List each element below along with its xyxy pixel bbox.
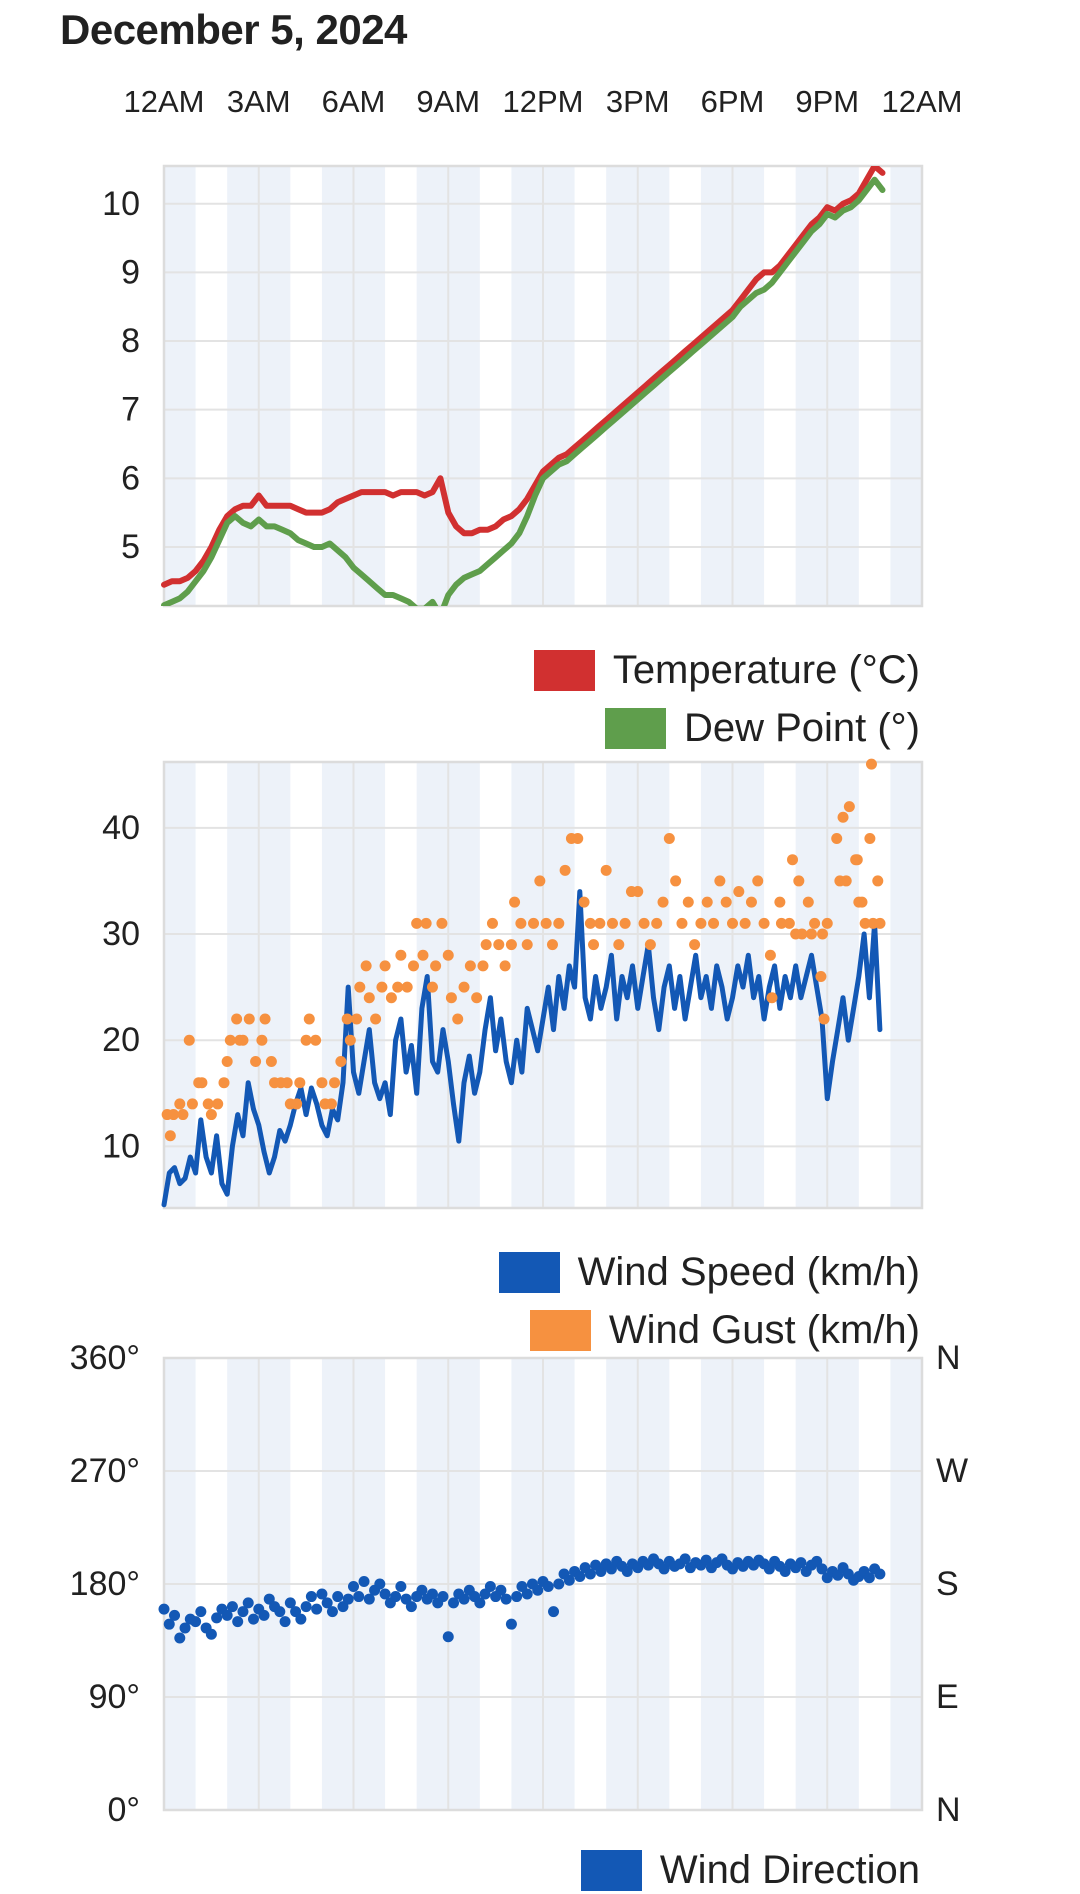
y-axis-tick-label: 30 (102, 915, 140, 953)
wind-direction-legend-label: Wind Direction (659, 1847, 920, 1892)
y-axis-tick-label: 40 (102, 809, 140, 847)
dew-point-swatch-icon (604, 707, 666, 749)
x-axis-tick-label: 9AM (416, 84, 480, 119)
temperature-c-line (161, 166, 886, 588)
x-axis-tick-label: 3AM (227, 84, 291, 119)
y-axis-tick-label: 8 (121, 322, 140, 360)
wind-speed-legend-label: Wind Speed (km/h) (577, 1249, 920, 1294)
y-axis-tick-label: 20 (102, 1021, 140, 1059)
y-axis-tick-label: 7 (121, 391, 140, 429)
dew-point-legend-label: Dew Point (°) (683, 705, 920, 750)
y-axis-tick-label: 180° (70, 1565, 140, 1603)
compass-tick-label: E (936, 1678, 959, 1716)
wind-gust-legend-label: Wind Gust (km/h) (608, 1307, 920, 1352)
y-axis-tick-label: 10 (102, 185, 140, 223)
temperature-legend-label: Temperature (°C) (612, 647, 920, 692)
legend-wind-gust: Wind Gust (km/h) (529, 1306, 920, 1354)
y-axis-tick-label: 6 (121, 459, 140, 497)
chart-grid (162, 1356, 924, 1812)
x-axis-tick-label: 12PM (503, 84, 584, 119)
compass-tick-label: N (936, 1791, 961, 1829)
compass-tick-label: N (936, 1339, 961, 1377)
temperature-swatch-icon (533, 649, 595, 691)
x-axis-tick-label: 6AM (322, 84, 386, 119)
y-axis-tick-label: 360° (70, 1339, 140, 1377)
y-axis-tick-label: 5 (121, 528, 140, 566)
temperature-chart-hover-region[interactable] (164, 166, 922, 606)
y-axis-tick-label: 0° (107, 1791, 140, 1829)
legend-dew-point: Dew Point (°) (604, 704, 920, 752)
chart-0: 5 6 7 8 9 10 (102, 164, 924, 608)
x-axis-tick-label: 9PM (795, 84, 859, 119)
legend-wind-direction: Wind Direction (580, 1846, 920, 1894)
wind-direction-chart-hover-region[interactable] (164, 1358, 922, 1810)
wind-speed-km-h-line (161, 889, 883, 1208)
dew-point-line (161, 176, 886, 606)
legend-temperature: Temperature (°C) (533, 646, 920, 694)
page-title: December 5, 2024 (60, 6, 407, 53)
x-axis-tick-label: 6PM (701, 84, 765, 119)
chart-grid (162, 164, 924, 608)
wind-gust-swatch-icon (529, 1309, 591, 1351)
compass-tick-label: S (936, 1565, 959, 1603)
y-axis-tick-label: 10 (102, 1127, 140, 1165)
y-axis-tick-label: 90° (89, 1678, 140, 1716)
x-axis-tick-label: 12AM (882, 84, 963, 119)
y-axis-tick-label: 9 (121, 253, 140, 291)
chart-2: 360° 270° 180° 90° 0° N W S E N (70, 1339, 968, 1829)
wind-direction-points (158, 1553, 886, 1644)
wind-chart-hover-region[interactable] (164, 762, 922, 1208)
x-axis-labels: 12AM 3AM 6AM 9AM 12PM 3PM 6PM 9PM 12AM (124, 84, 963, 119)
compass-tick-label: W (936, 1452, 968, 1490)
chart-1: 10 20 30 40 (102, 758, 924, 1210)
x-axis-tick-label: 3PM (606, 84, 670, 119)
legend-wind-speed: Wind Speed (km/h) (498, 1248, 920, 1296)
wind-speed-swatch-icon (498, 1251, 560, 1293)
x-axis-tick-label: 12AM (124, 84, 205, 119)
wind-direction-swatch-icon (580, 1849, 642, 1891)
y-axis-tick-label: 270° (70, 1452, 140, 1490)
wind-gust-km-h-points (161, 758, 886, 1142)
